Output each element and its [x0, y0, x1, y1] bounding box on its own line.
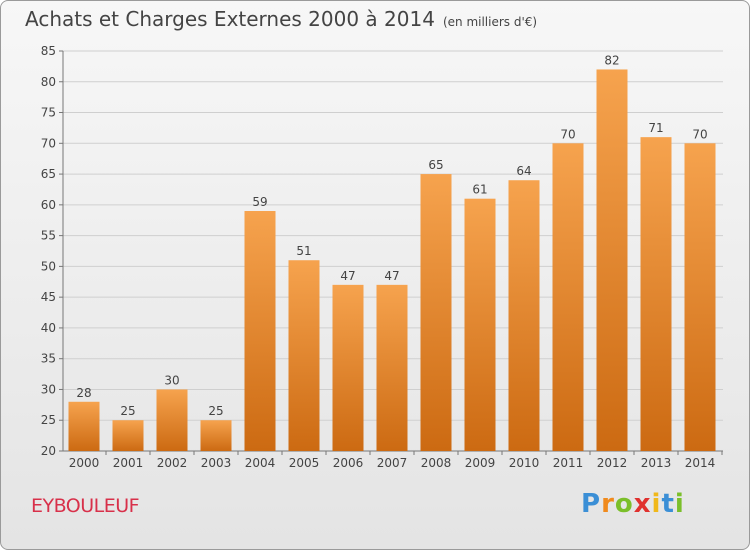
- x-tick-label: 2010: [509, 456, 540, 470]
- x-tick-label: 2012: [597, 456, 628, 470]
- y-tick-label: 60: [41, 198, 56, 212]
- data-labels: 28 25 30 25 59 51 47 47 65 61 64 70 82 71 70: [76, 53, 707, 418]
- data-label: 64: [516, 164, 531, 178]
- x-tick-label: 2008: [421, 456, 452, 470]
- y-tick-label: 75: [41, 106, 56, 120]
- bar: [376, 284, 408, 451]
- bar: [288, 260, 320, 451]
- x-tick-label: 2011: [553, 456, 584, 470]
- bar: [508, 180, 540, 451]
- y-tick-label: 35: [41, 352, 56, 366]
- chart-title: Achats et Charges Externes 2000 à 2014 (e…: [25, 7, 537, 31]
- bar: [552, 143, 584, 452]
- x-tick-label: 2014: [685, 456, 716, 470]
- y-tick-label: 80: [41, 75, 56, 89]
- y-tick-label: 65: [41, 167, 56, 181]
- commune-name: EYBOULEUF: [31, 495, 140, 517]
- y-tick-label: 20: [41, 444, 56, 458]
- data-label: 70: [560, 127, 575, 141]
- data-label: 59: [252, 195, 267, 209]
- data-label: 51: [296, 244, 311, 258]
- logo-letter: r: [601, 489, 615, 519]
- bar: [684, 143, 716, 452]
- logo-letter: o: [614, 489, 634, 519]
- data-label: 82: [604, 53, 619, 67]
- x-tick-label: 2002: [157, 456, 188, 470]
- y-tick-label: 70: [41, 136, 56, 150]
- chart-unit-label: (en milliers d'€): [442, 15, 538, 29]
- x-tick-label: 2001: [113, 456, 144, 470]
- y-tick-label: 45: [41, 290, 56, 304]
- data-label: 65: [428, 158, 443, 172]
- bar: [244, 211, 276, 451]
- bar: [156, 389, 188, 451]
- proxiti-logo: Proxiti: [581, 489, 685, 519]
- y-tick-label: 55: [41, 229, 56, 243]
- x-tick-label: 2000: [69, 456, 100, 470]
- x-tick-label: 2009: [465, 456, 496, 470]
- data-label: 61: [472, 183, 487, 197]
- x-tick-label: 2007: [377, 456, 408, 470]
- y-tick-label: 40: [41, 321, 56, 335]
- x-tick-label: 2013: [641, 456, 672, 470]
- data-label: 71: [648, 121, 663, 135]
- bar: [68, 401, 100, 451]
- bar: [332, 284, 364, 451]
- x-tick-label: 2005: [289, 456, 320, 470]
- x-tick-label: 2006: [333, 456, 364, 470]
- data-label: 25: [208, 404, 223, 418]
- bar: [112, 420, 144, 451]
- data-label: 30: [164, 373, 179, 387]
- y-tick-label: 85: [41, 44, 56, 58]
- y-tick-label: 25: [41, 413, 56, 427]
- y-tick-label: 50: [41, 259, 56, 273]
- logo-letter: P: [581, 489, 602, 519]
- chart-title-text: Achats et Charges Externes 2000 à 2014: [25, 7, 435, 31]
- logo-letter: t: [661, 489, 675, 519]
- bar: [640, 137, 672, 451]
- x-tick-label: 2003: [201, 456, 232, 470]
- bar: [596, 69, 628, 451]
- logo-letter: i: [674, 489, 685, 519]
- data-label: 70: [692, 127, 707, 141]
- data-label: 47: [384, 269, 399, 283]
- x-tick-label: 2004: [245, 456, 276, 470]
- bar: [464, 198, 496, 451]
- y-tick-label: 30: [41, 382, 56, 396]
- data-label: 28: [76, 386, 91, 400]
- data-label: 25: [120, 404, 135, 418]
- logo-letter: i: [651, 489, 662, 519]
- bar: [200, 420, 232, 451]
- bars: [68, 69, 716, 452]
- bar: [420, 174, 452, 452]
- tick-labels: 20 25 30 35 40 45 50 55 60 65 70 75 80 85 2000 2001 2002…: [41, 44, 716, 470]
- logo-letter: x: [633, 489, 652, 519]
- data-label: 47: [340, 269, 355, 283]
